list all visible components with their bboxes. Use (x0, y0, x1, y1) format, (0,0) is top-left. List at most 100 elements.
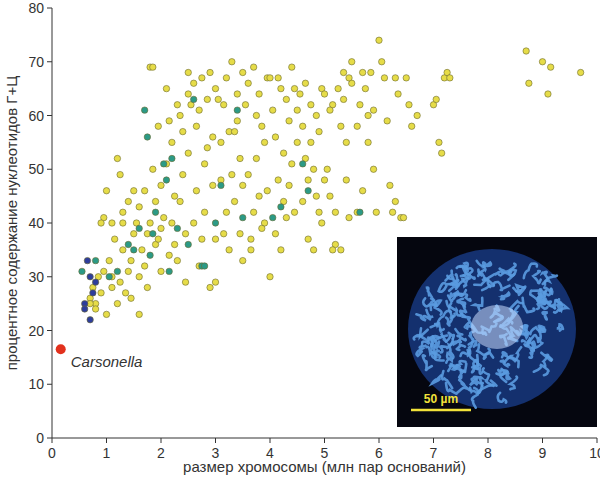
point (120, 220, 126, 226)
point (136, 274, 142, 280)
point (117, 279, 123, 285)
point (92, 279, 98, 285)
point (125, 241, 131, 247)
x-tick (542, 438, 543, 443)
chromosome (457, 344, 465, 350)
y-tick (47, 61, 52, 62)
point (158, 268, 164, 274)
point (207, 69, 213, 75)
point (201, 209, 207, 215)
point (101, 268, 107, 274)
point (240, 257, 246, 263)
point (300, 161, 306, 167)
point (193, 188, 199, 194)
point (98, 290, 104, 296)
point (234, 107, 240, 113)
chromosome (450, 365, 460, 367)
point (357, 102, 363, 108)
point (171, 241, 177, 247)
point (438, 150, 444, 156)
chromosome (416, 314, 425, 320)
point (338, 247, 344, 253)
scale-label: 50 µm (424, 392, 458, 406)
point (122, 290, 128, 296)
point (392, 198, 398, 204)
point (349, 59, 355, 65)
nucleolus (471, 305, 523, 349)
chromosome (442, 371, 452, 388)
point (316, 209, 322, 215)
point (286, 118, 292, 124)
chromosome (454, 336, 466, 344)
point (171, 193, 177, 199)
point (169, 220, 175, 226)
point (259, 225, 265, 231)
point (286, 182, 292, 188)
point (98, 220, 104, 226)
point (212, 85, 218, 91)
point (212, 220, 218, 226)
y-tick-label: 70 (28, 54, 44, 70)
chromosome (501, 293, 509, 299)
chromosome (533, 340, 543, 347)
chromosome (472, 388, 478, 408)
point (191, 80, 197, 86)
inset-background (397, 237, 597, 427)
point (120, 209, 126, 215)
point (92, 257, 98, 263)
point (387, 182, 393, 188)
chromosome (457, 299, 465, 306)
point (365, 112, 371, 118)
point (182, 231, 188, 237)
chromosome (455, 329, 462, 336)
point (177, 198, 183, 204)
y-tick (47, 276, 52, 277)
y-tick (47, 223, 52, 224)
point (359, 69, 365, 75)
point (272, 231, 278, 237)
point (141, 107, 147, 113)
point (103, 188, 109, 194)
chromosome (460, 263, 468, 271)
point-label: Carsonella (71, 353, 143, 370)
point (253, 155, 259, 161)
point (297, 91, 303, 97)
point (406, 102, 412, 108)
point (547, 64, 553, 70)
x-tick-label: 2 (157, 445, 165, 461)
x-tick (488, 438, 489, 443)
points (56, 37, 584, 354)
point (136, 311, 142, 317)
point (218, 139, 224, 145)
point (389, 209, 395, 215)
point (373, 209, 379, 215)
point (147, 220, 153, 226)
point (321, 91, 327, 97)
point (231, 198, 237, 204)
point (376, 37, 382, 43)
point (174, 102, 180, 108)
point (370, 107, 376, 113)
point (128, 295, 134, 301)
point (92, 306, 98, 312)
point (229, 59, 235, 65)
chromosome (543, 312, 548, 320)
point (136, 204, 142, 210)
point (310, 247, 316, 253)
point (199, 75, 205, 81)
point (379, 59, 385, 65)
point (308, 139, 314, 145)
chromosome (498, 370, 506, 382)
point (270, 107, 276, 113)
point (201, 161, 207, 167)
chromosome (414, 335, 428, 341)
point (545, 91, 551, 97)
chromosome (439, 283, 454, 292)
chromosome (424, 310, 433, 320)
point (245, 80, 251, 86)
chromosome (541, 353, 551, 361)
point (229, 171, 235, 177)
point (87, 274, 93, 280)
point (174, 225, 180, 231)
point (300, 198, 306, 204)
